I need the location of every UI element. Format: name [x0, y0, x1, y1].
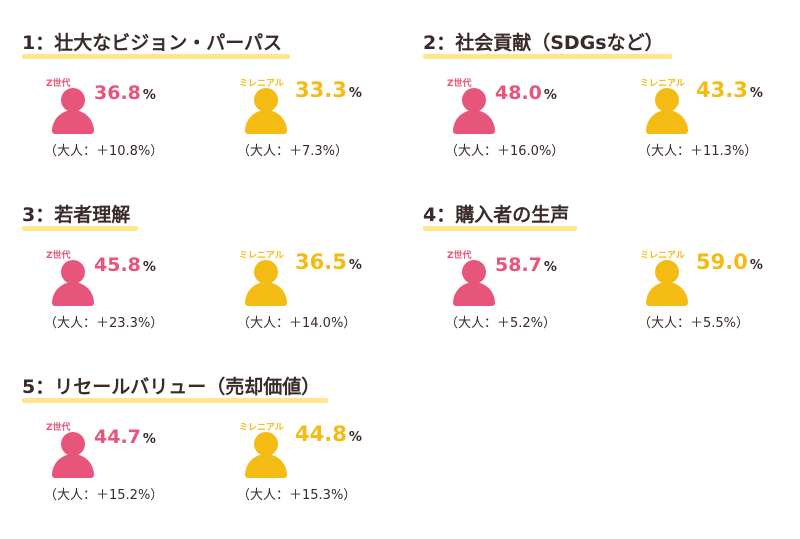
millennial-percentage: 43.3%	[696, 78, 763, 102]
person-icon	[644, 88, 690, 134]
person-icon	[243, 432, 289, 478]
adult-difference: （大人：＋5.5%）	[638, 316, 750, 331]
millennial-stat: ミレニアル 59.0% （大人：＋5.5%）	[638, 246, 800, 336]
adult-difference: （大人：＋11.3%）	[638, 144, 758, 159]
section-2: 2：社会貢献（SDGsなど） Z世代 48.0% （大人：＋16.0%） ミレニ…	[423, 26, 783, 176]
person-icon	[50, 88, 96, 134]
gen-z-label: Z世代	[447, 251, 472, 261]
person-icon	[451, 260, 497, 306]
millennial-percentage: 33.3%	[295, 78, 362, 102]
adult-difference: （大人：＋15.2%）	[44, 488, 164, 503]
adult-difference: （大人：＋23.3%）	[44, 316, 164, 331]
gen-z-percentage: 48.0%	[495, 82, 557, 104]
millennial-percentage: 36.5%	[295, 250, 362, 274]
millennial-stat: ミレニアル 36.5% （大人：＋14.0%）	[237, 246, 407, 336]
person-icon	[644, 260, 690, 306]
gen-z-percentage: 44.7%	[94, 426, 156, 448]
person-icon	[451, 88, 497, 134]
person-icon	[50, 432, 96, 478]
millennial-label: ミレニアル	[239, 423, 284, 433]
millennial-stat: ミレニアル 43.3% （大人：＋11.3%）	[638, 74, 800, 164]
section-3: 3：若者理解 Z世代 45.8% （大人：＋23.3%） ミレニアル 36.5%…	[22, 198, 382, 348]
gen-z-label: Z世代	[46, 251, 71, 261]
section-title: 4：購入者の生声	[423, 198, 578, 232]
millennial-label: ミレニアル	[640, 79, 685, 89]
adult-difference: （大人：＋7.3%）	[237, 144, 349, 159]
millennial-stat: ミレニアル 44.8% （大人：＋15.3%）	[237, 418, 407, 508]
gen-z-stat: Z世代 48.0% （大人：＋16.0%）	[445, 74, 615, 164]
adult-difference: （大人：＋5.2%）	[445, 316, 557, 331]
section-title: 3：若者理解	[22, 198, 139, 232]
person-icon	[243, 88, 289, 134]
section-title: 1：壮大なビジョン・パーパス	[22, 26, 291, 60]
millennial-stat: ミレニアル 33.3% （大人：＋7.3%）	[237, 74, 407, 164]
millennial-percentage: 44.8%	[295, 422, 362, 446]
gen-z-label: Z世代	[447, 79, 472, 89]
gen-z-percentage: 36.8%	[94, 82, 156, 104]
adult-difference: （大人：＋15.3%）	[237, 488, 357, 503]
adult-difference: （大人：＋14.0%）	[237, 316, 357, 331]
gen-z-stat: Z世代 45.8% （大人：＋23.3%）	[44, 246, 214, 336]
section-title: 5：リセールバリュー（売却価値）	[22, 370, 329, 404]
gen-z-percentage: 58.7%	[495, 254, 557, 276]
gen-z-stat: Z世代 58.7% （大人：＋5.2%）	[445, 246, 615, 336]
person-icon	[243, 260, 289, 306]
millennial-percentage: 59.0%	[696, 250, 763, 274]
millennial-label: ミレニアル	[640, 251, 685, 261]
adult-difference: （大人：＋16.0%）	[445, 144, 565, 159]
gen-z-label: Z世代	[46, 79, 71, 89]
gen-z-label: Z世代	[46, 423, 71, 433]
section-1: 1：壮大なビジョン・パーパス Z世代 36.8% （大人：＋10.8%） ミレニ…	[22, 26, 382, 176]
adult-difference: （大人：＋10.8%）	[44, 144, 164, 159]
section-title: 2：社会貢献（SDGsなど）	[423, 26, 672, 60]
gen-z-stat: Z世代 44.7% （大人：＋15.2%）	[44, 418, 214, 508]
gen-z-percentage: 45.8%	[94, 254, 156, 276]
person-icon	[50, 260, 96, 306]
section-5: 5：リセールバリュー（売却価値） Z世代 44.7% （大人：＋15.2%） ミ…	[22, 370, 382, 520]
section-4: 4：購入者の生声 Z世代 58.7% （大人：＋5.2%） ミレニアル 59.0…	[423, 198, 783, 348]
millennial-label: ミレニアル	[239, 79, 284, 89]
millennial-label: ミレニアル	[239, 251, 284, 261]
gen-z-stat: Z世代 36.8% （大人：＋10.8%）	[44, 74, 214, 164]
